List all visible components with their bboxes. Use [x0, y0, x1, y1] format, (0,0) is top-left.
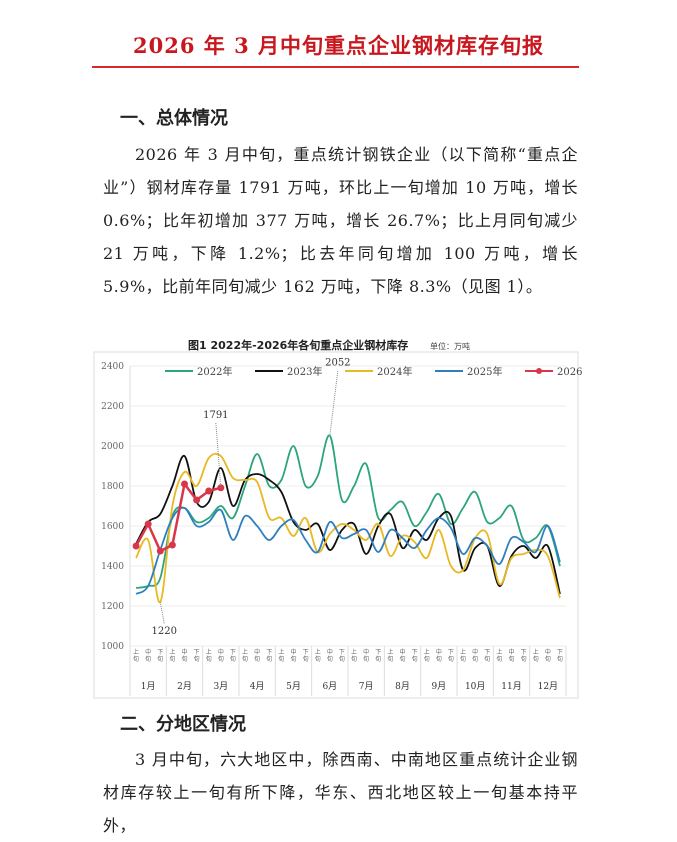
chart-title: 图1 2022年-2026年各旬重点企业钢材库存	[188, 338, 408, 352]
section-heading-regional: 二、分地区情况	[120, 714, 246, 735]
x-tick-label: 中旬	[181, 648, 187, 663]
series-2026-point	[132, 542, 140, 550]
x-tick-label: 上旬	[533, 648, 539, 663]
month-label: 10月	[465, 681, 485, 692]
series-2026-point	[205, 487, 213, 495]
y-tick-label: 1000	[101, 642, 124, 652]
x-tick-label: 中旬	[145, 648, 151, 663]
x-tick-label: 上旬	[460, 648, 466, 663]
chart-frame	[93, 351, 579, 699]
y-tick-label: 1200	[101, 602, 124, 612]
series-2026-point	[193, 496, 201, 504]
legend-label: 2022年	[197, 365, 232, 378]
chart-unit: 单位：万吨	[430, 341, 470, 351]
legend-label: 2026年	[557, 365, 582, 378]
x-tick-label: 上旬	[351, 648, 357, 663]
y-tick-label: 2000	[101, 442, 124, 452]
annotation-leader	[159, 601, 165, 625]
x-tick-label: 上旬	[315, 648, 321, 663]
x-tick-label: 下旬	[448, 649, 454, 663]
annotation-label: 2052	[325, 358, 350, 369]
series-2026-point	[156, 547, 164, 555]
overall-paragraph: 2026 年 3 月中旬，重点统计钢铁企业（以下简称“重点企业”）钢材库存量 1…	[103, 145, 578, 296]
x-tick-label: 下旬	[303, 649, 309, 663]
annotation-label: 1220	[152, 626, 177, 637]
x-tick-label: 下旬	[339, 649, 345, 663]
series-2024-line	[135, 452, 561, 603]
x-tick-label: 中旬	[436, 648, 442, 663]
y-tick-label: 2200	[101, 402, 124, 412]
series-2025-line	[135, 506, 561, 595]
y-tick-label: 2400	[101, 362, 124, 372]
month-label: 3月	[213, 681, 228, 692]
x-tick-label: 中旬	[290, 648, 296, 663]
legend-label: 2024年	[377, 365, 412, 378]
month-label: 11月	[501, 681, 521, 692]
legend-label: 2023年	[287, 365, 322, 378]
inventory-line-chart: 图1 2022年-2026年各旬重点企业钢材库存 单位：万吨 1000 1200 140…	[93, 338, 582, 699]
x-tick-label: 中旬	[545, 648, 551, 663]
x-tick-label: 下旬	[194, 649, 200, 663]
x-tick-label: 中旬	[363, 648, 369, 663]
annotation-leader	[215, 422, 222, 488]
y-tick-label: 1400	[101, 562, 124, 572]
x-tick-label: 下旬	[521, 649, 527, 663]
x-tick-label: 下旬	[157, 649, 163, 663]
x-tick-label: 下旬	[412, 649, 418, 663]
x-tick-label: 上旬	[424, 648, 430, 663]
x-tick-label: 中旬	[508, 648, 514, 663]
month-label: 9月	[431, 681, 446, 692]
month-label: 5月	[286, 681, 301, 692]
document-title: 2026 年 3 月中旬重点企业钢材库存旬报	[133, 33, 544, 58]
month-label: 12月	[538, 681, 558, 692]
x-tick-label: 下旬	[230, 649, 236, 663]
annotation-leader	[329, 370, 339, 436]
annotation-label: 1791	[203, 410, 228, 421]
x-tick-label: 上旬	[242, 648, 248, 663]
x-tick-label: 下旬	[375, 649, 381, 663]
section-heading-overall: 一、总体情况	[120, 108, 228, 129]
x-tick-label: 中旬	[472, 648, 478, 663]
x-tick-label: 上旬	[496, 648, 502, 663]
x-tick-label: 上旬	[278, 648, 284, 663]
month-label: 7月	[359, 681, 374, 692]
x-tick-label: 中旬	[327, 648, 333, 663]
x-tick-label: 中旬	[254, 648, 260, 663]
regional-paragraph: 3 月中旬，六大地区中，除西南、中南地区重点统计企业钢材库存较上一旬有所下降，华…	[103, 750, 578, 835]
y-tick-label: 1600	[101, 522, 124, 532]
legend-label: 2025年	[467, 365, 502, 378]
series-2026-point	[144, 520, 152, 528]
title-divider	[92, 66, 579, 68]
month-label: 2月	[177, 681, 192, 692]
y-tick-label: 1800	[101, 482, 124, 492]
x-tick-label: 上旬	[133, 648, 139, 663]
x-tick-label: 上旬	[206, 648, 212, 663]
x-tick-label: 下旬	[484, 649, 490, 663]
series-2022-line	[135, 434, 561, 589]
month-label: 4月	[250, 681, 265, 692]
x-tick-label: 中旬	[218, 648, 224, 663]
x-tick-label: 下旬	[557, 649, 563, 663]
series-2026-point	[181, 480, 188, 488]
series-2026-point	[168, 541, 176, 549]
month-label: 1月	[141, 681, 156, 692]
month-label: 8月	[395, 681, 410, 692]
x-tick-label: 下旬	[266, 649, 272, 663]
month-label: 6月	[322, 681, 337, 692]
legend-marker	[536, 368, 542, 374]
x-tick-label: 上旬	[387, 648, 393, 663]
x-tick-label: 上旬	[169, 648, 175, 663]
x-tick-label: 中旬	[399, 648, 405, 663]
